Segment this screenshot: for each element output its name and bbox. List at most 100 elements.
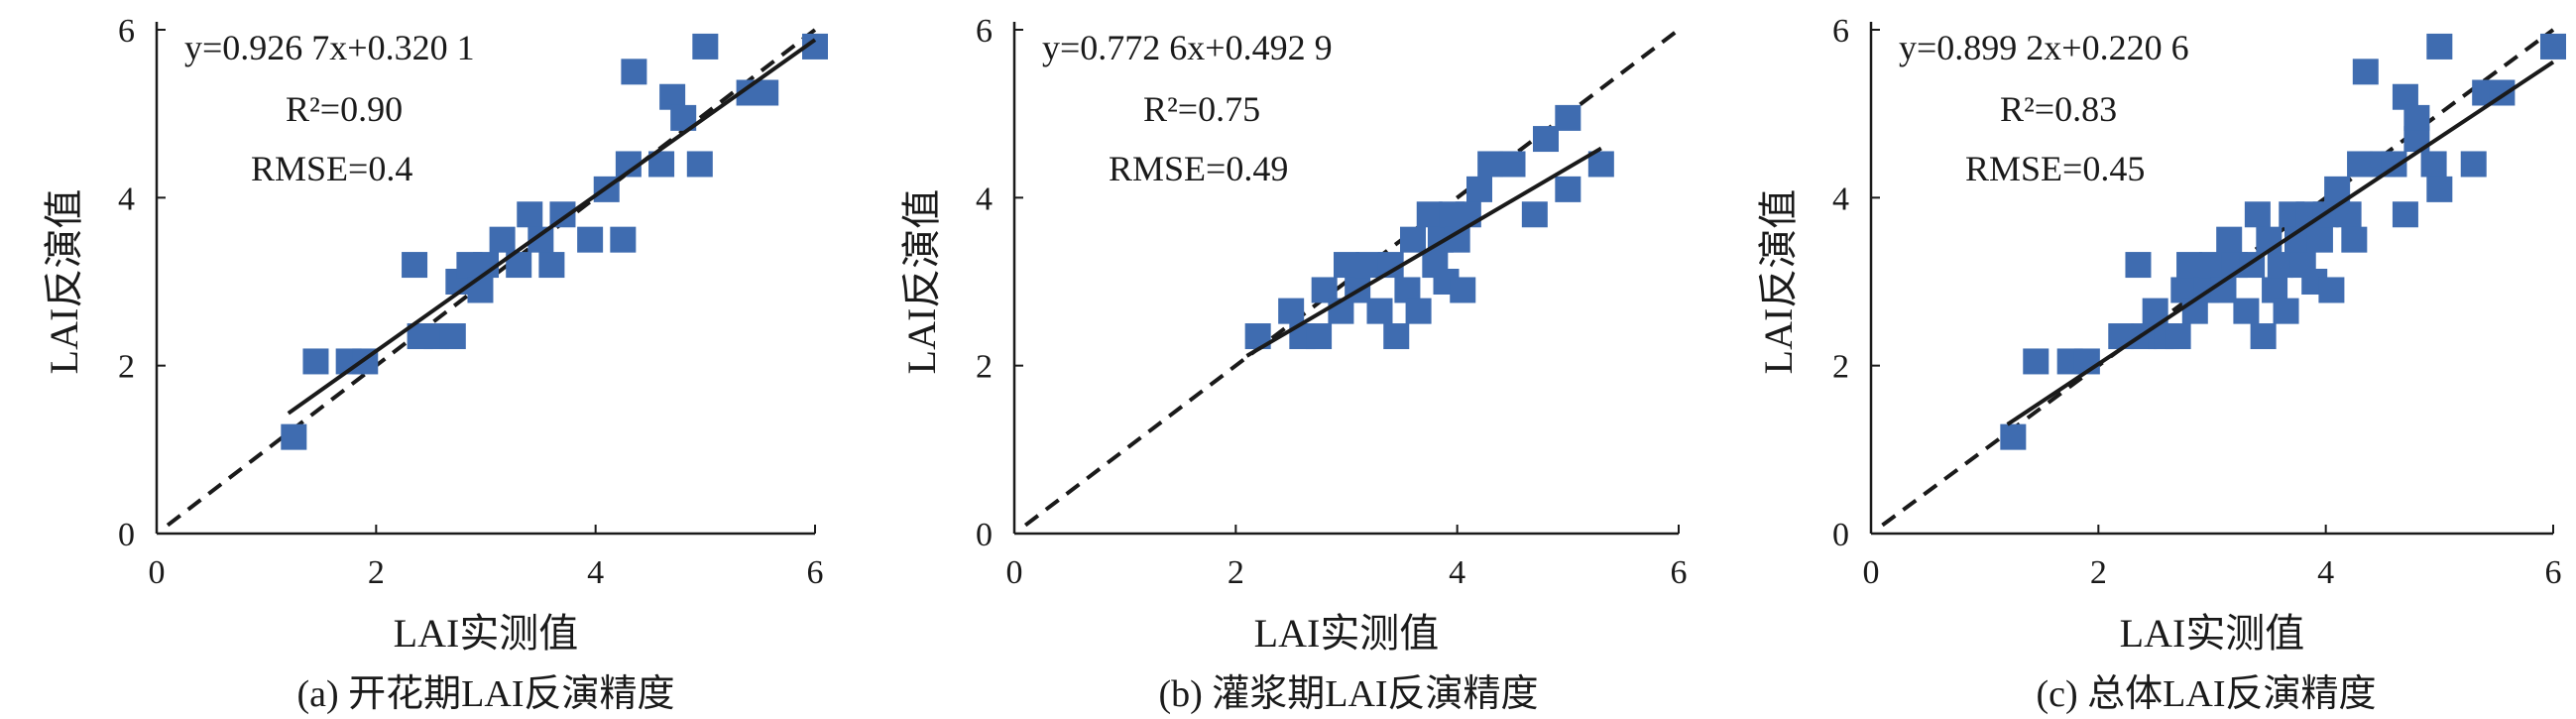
data-point: [1278, 298, 1305, 324]
x-axis-title: LAI实测值: [1254, 611, 1440, 656]
data-point: [2165, 323, 2191, 350]
x-tick-label: 4: [1449, 554, 1465, 591]
y-axis-title: LAI反演值: [899, 189, 944, 375]
data-point: [1306, 323, 1333, 350]
y-tick-label: 0: [118, 517, 135, 553]
data-point: [1405, 298, 1432, 324]
data-point: [1455, 201, 1481, 228]
data-point: [489, 226, 516, 253]
data-point: [2125, 252, 2152, 279]
x-tick-label: 2: [368, 554, 385, 591]
y-tick-label: 2: [1832, 349, 1849, 386]
data-point: [517, 201, 543, 228]
x-tick-label: 2: [2090, 554, 2107, 591]
data-point: [1499, 151, 1526, 178]
panel-caption: (c) 总体LAI反演精度: [2037, 673, 2377, 715]
r-squared-label: R²=0.75: [1143, 89, 1260, 129]
data-point: [2318, 277, 2345, 303]
data-point: [1466, 176, 1492, 202]
data-point: [281, 423, 307, 450]
x-tick-label: 6: [807, 554, 824, 591]
x-tick-label: 6: [1671, 554, 1688, 591]
x-tick-label: 4: [2317, 554, 2334, 591]
data-point: [2420, 151, 2447, 178]
x-tick-label: 4: [587, 554, 604, 591]
chart-panel-1: 0 2 4 6 0 2 4 6 y=0.926 7x+0.320 1 R²=0.90 RMSE=0.…: [42, 13, 828, 715]
y-tick-label: 4: [1832, 180, 1849, 217]
data-point: [2540, 33, 2566, 60]
data-point: [2000, 423, 2027, 450]
data-point: [2233, 298, 2260, 324]
data-point: [621, 59, 647, 85]
y-tick-label: 6: [976, 13, 993, 50]
data-point: [2256, 226, 2283, 253]
regression-equation: y=0.899 2x+0.220 6: [1899, 28, 2189, 67]
data-point: [1450, 277, 1476, 303]
x-tick-label: 6: [2545, 554, 2562, 591]
x-tick-label: 0: [1006, 554, 1023, 591]
data-point: [2352, 59, 2379, 85]
y-axis-title: LAI反演值: [1756, 189, 1801, 375]
data-point: [2426, 33, 2453, 60]
data-point: [577, 226, 604, 253]
rmse-label: RMSE=0.45: [1965, 149, 2145, 188]
regression-equation: y=0.772 6x+0.492 9: [1042, 28, 1333, 67]
data-point: [692, 33, 719, 60]
data-point: [1521, 201, 1548, 228]
data-point: [302, 348, 329, 375]
x-axis-title: LAI实测值: [394, 611, 579, 656]
rmse-label: RMSE=0.49: [1109, 149, 1288, 188]
data-point: [439, 323, 466, 350]
data-point: [538, 252, 565, 279]
data-point: [1533, 126, 1559, 153]
y-axis-title: LAI反演值: [42, 189, 86, 375]
data-point: [2341, 226, 2368, 253]
data-point: [2244, 201, 2271, 228]
data-point: [2273, 298, 2299, 324]
data-point: [753, 79, 779, 106]
data-point: [2347, 151, 2374, 178]
data-point: [2460, 151, 2487, 178]
data-point: [2176, 252, 2203, 279]
data-point: [2306, 226, 2333, 253]
regression-line: [1245, 146, 1602, 358]
data-point: [2426, 176, 2453, 202]
one-to-one-line: [166, 28, 817, 528]
data-point: [1555, 104, 1581, 131]
y-tick-label: 6: [1832, 13, 1849, 50]
x-axis-title: LAI实测值: [2120, 611, 2305, 656]
data-point: [1383, 323, 1410, 350]
y-tick-label: 4: [118, 180, 135, 217]
data-point: [402, 252, 428, 279]
data-point: [686, 151, 713, 178]
data-point: [2267, 252, 2293, 279]
x-tick-label: 0: [149, 554, 166, 591]
data-point: [2023, 348, 2049, 375]
y-tick-label: 6: [118, 13, 135, 50]
data-point: [610, 226, 637, 253]
y-tick-label: 2: [976, 349, 993, 386]
regression-equation: y=0.926 7x+0.320 1: [184, 28, 475, 67]
y-tick-label: 4: [976, 180, 993, 217]
y-tick-label: 2: [118, 349, 135, 386]
data-point: [1416, 201, 1443, 228]
data-point: [2216, 226, 2243, 253]
data-point: [2403, 104, 2430, 131]
r-squared-label: R²=0.83: [2000, 89, 2117, 129]
x-tick-label: 2: [1228, 554, 1244, 591]
rmse-label: RMSE=0.4: [251, 149, 412, 188]
chart-panel-2: 0 2 4 6 0 2 4 6 y=0.772 6x+0.492 9 R²=0.75 RMSE=0.…: [899, 13, 1688, 715]
data-point: [1477, 151, 1504, 178]
data-point: [2199, 252, 2225, 279]
regression-line: [287, 38, 817, 416]
regression-line: [2006, 60, 2555, 426]
data-point: [1555, 176, 1581, 202]
data-point: [2250, 323, 2277, 350]
data-point: [1366, 298, 1393, 324]
x-tick-label: 0: [1863, 554, 1880, 591]
panel-caption: (b) 灌浆期LAI反演精度: [1158, 673, 1538, 715]
data-point: [467, 277, 494, 303]
y-tick-label: 0: [1832, 517, 1849, 553]
data-point: [1334, 252, 1359, 279]
